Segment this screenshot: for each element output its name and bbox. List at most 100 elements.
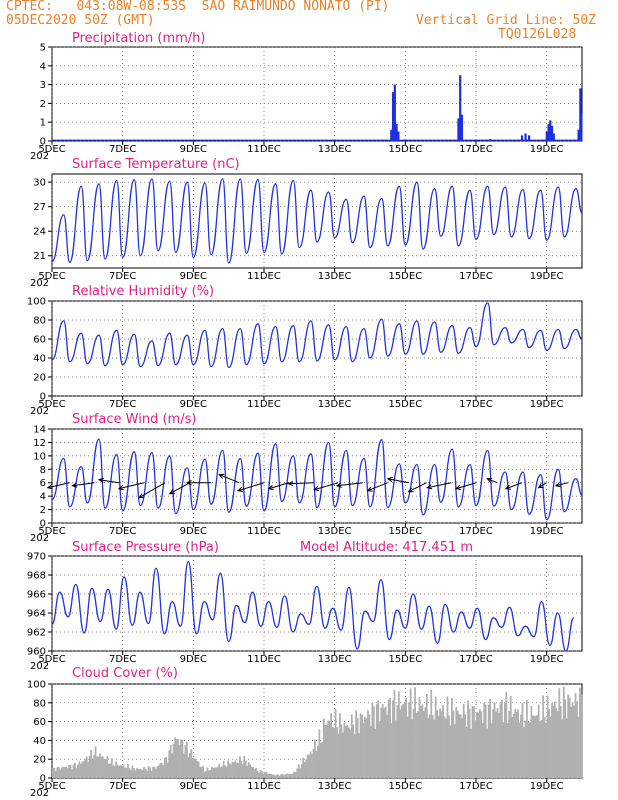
x-tick-label: 7DEC [109,271,136,282]
cloud-bar [431,715,434,778]
x-tick-label: 11DEC [247,781,281,792]
y-tick-cloud: 60 [33,717,46,728]
cloud-bar [474,720,477,778]
cloud-bar [442,704,444,778]
x-tick-label: 17DEC [459,654,493,665]
cloud-bar [258,772,260,778]
panel-cloud-title: Cloud Cover (%) [72,666,178,681]
wind-arrowhead [287,480,294,487]
x-tick-label: 13DEC [318,654,352,665]
cloud-bar [464,714,466,778]
wind-vector [487,478,498,484]
cloud-bar [175,739,178,778]
cloud-bar [352,724,355,778]
cloud-bar [414,687,416,778]
cloud-bar [241,764,244,778]
cloud-bar [405,697,408,778]
wind-vector [538,482,547,489]
wind-vector [237,482,265,492]
cloud-bar [280,774,282,778]
cloud-bar [556,711,559,778]
cloud-bar [199,767,201,778]
cloud-bar [559,706,562,778]
cloud-bar [573,705,575,778]
cloud-bar [134,770,137,778]
cloud-bar [412,709,415,778]
y-tick-wind: 12 [33,438,46,449]
cloud-bar [564,699,567,778]
cloud-bar [484,704,487,778]
cloud-bar [517,709,519,778]
cloud-bar [93,754,95,778]
cloud-bar [325,724,328,778]
cloud-bar [443,716,446,778]
cloud-bar [424,707,427,778]
cloud-bar [342,732,344,778]
cloud-bar [526,699,528,778]
cloud-bar [256,770,259,778]
cloud-bar [197,761,200,778]
cloud-bar [206,767,209,778]
cloud-bar [183,753,185,778]
cloud-bar [449,725,452,778]
cloud-bar [147,766,150,778]
cloud-bar [430,689,433,778]
cloud-bar [477,712,480,778]
x-tick-label: 11DEC [247,526,281,537]
cloud-bar [465,726,468,778]
cloud-bar [135,768,138,778]
wind-vector [314,482,339,491]
cloud-bar [400,705,403,778]
cloud-bar [160,762,163,778]
wind-arrowhead [71,482,78,488]
cloud-bar [172,743,175,778]
x-tick-label: 19DEC [530,654,564,665]
wind-arrowhead [426,484,433,490]
cloud-bar [434,696,437,778]
cloud-bar [437,715,440,778]
x-tick-label: 13DEC [318,399,352,410]
cloud-bar [284,774,287,778]
cloud-bar [81,761,84,778]
cloud-bar [130,770,132,778]
cloud-bar [468,708,471,778]
x-tick-label: 11DEC [247,144,281,155]
cloud-bar [140,769,143,778]
cloud-bar [403,701,406,778]
cloud-bar [568,697,571,778]
wind-vector [47,482,70,489]
cloud-bar [227,760,229,778]
y-tick-wind: 8 [40,465,46,476]
cloud-bar [555,708,558,778]
cloud-bar [162,764,165,778]
y-tick-precip: 2 [40,99,46,110]
cloud-bar [337,733,340,778]
wind-vector [336,482,363,487]
cloud-bar [315,751,318,778]
cloud-bar [383,708,386,778]
cloud-bar [159,762,162,778]
wind-vector [138,482,166,499]
cloud-bar [501,699,503,778]
cloud-bar [406,716,409,778]
wind-arrowhead [117,485,124,491]
cloud-bar [190,749,193,778]
cloud-bar [536,715,539,778]
x-year-stub: 202 [30,788,49,799]
cloud-bar [455,706,458,778]
cloud-bar [100,756,103,778]
y-tick-pres: 970 [27,552,46,563]
series-line [51,302,583,369]
x-year-stub: 202 [30,406,49,417]
cloud-bar [318,729,321,778]
wind-vector [408,482,427,493]
cloud-bar [138,769,141,778]
cloud-bar [387,699,390,778]
cloud-bar [228,763,231,778]
x-tick-label: 19DEC [530,271,564,282]
x-tick-label: 13DEC [318,144,352,155]
cloud-bar [185,741,188,778]
x-year-stub: 202 [30,533,49,544]
x-tick-label: 11DEC [247,271,281,282]
x-tick-label: 13DEC [318,526,352,537]
